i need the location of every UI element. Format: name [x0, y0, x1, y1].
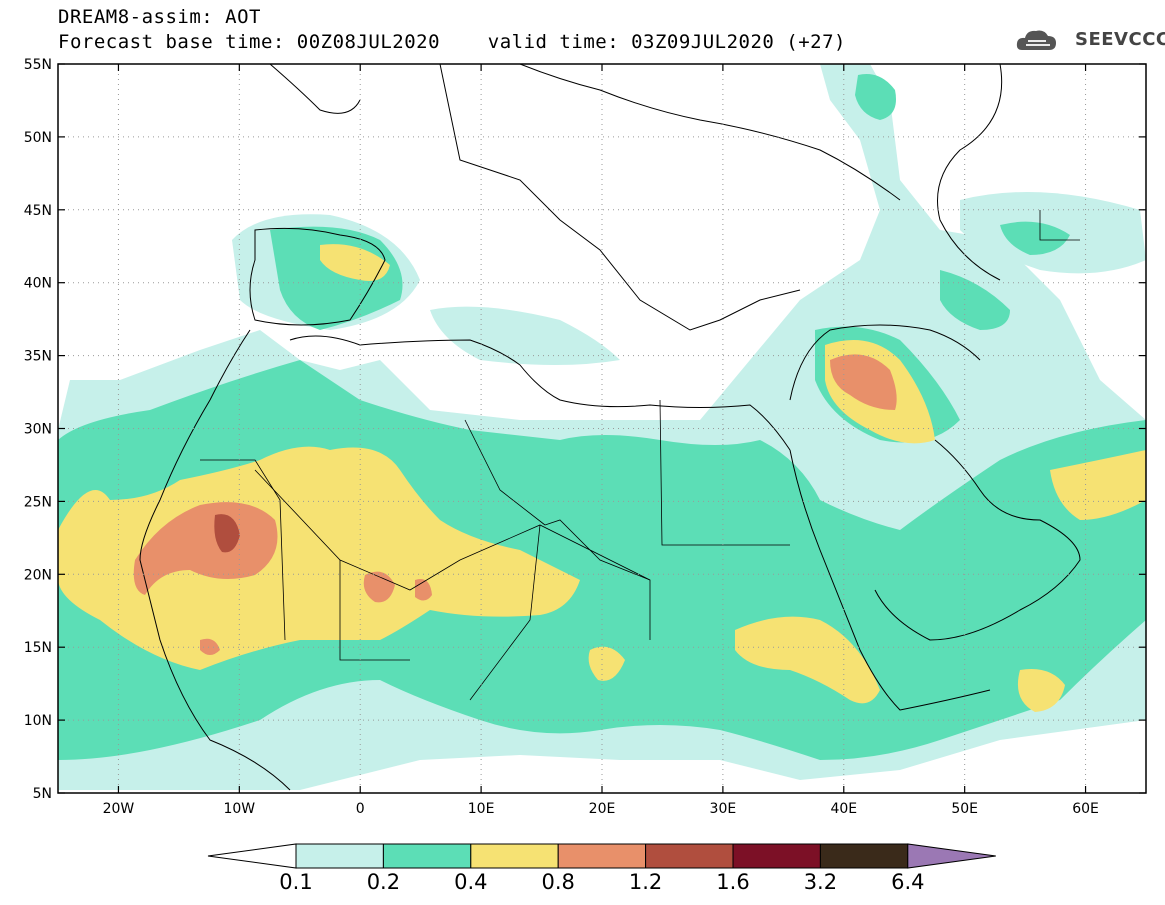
colorbar-swatch	[296, 844, 383, 868]
lat-tick-label: 40N	[24, 276, 52, 292]
colorbar-level-label: 6.4	[891, 870, 924, 894]
lat-tick-label: 30N	[24, 422, 52, 438]
aot-map: 20W 10W 0 10E 20E 30E 40E 50E 60E 5N 10N 15N 20N 25N 3…	[0, 0, 1165, 905]
lat-tick-label: 55N	[24, 57, 52, 73]
colorbar-level-label: 0.4	[454, 870, 487, 894]
colorbar-level-label: 0.8	[541, 870, 574, 894]
lon-tick-label: 0	[356, 801, 365, 817]
lat-tick-label: 25N	[24, 494, 52, 510]
colorbar-level-label: 0.2	[367, 870, 400, 894]
lat-tick-label: 20N	[24, 567, 52, 583]
colorbar-swatch	[820, 844, 907, 868]
lat-tick-label: 10N	[24, 713, 52, 729]
lat-tick-label: 5N	[33, 786, 52, 802]
lon-tick-label: 20W	[103, 801, 135, 817]
colorbar-swatch	[383, 844, 470, 868]
lat-tick-label: 15N	[24, 640, 52, 656]
colorbar-level-label: 1.6	[716, 870, 749, 894]
lon-tick-label: 20E	[589, 801, 616, 817]
lon-tick-label: 40E	[830, 801, 857, 817]
lon-tick-label: 10W	[223, 801, 255, 817]
lon-tick-label: 60E	[1072, 801, 1099, 817]
lat-tick-label: 50N	[24, 130, 52, 146]
lat-tick-label: 35N	[24, 349, 52, 365]
colorbar-under-arrow	[208, 844, 296, 868]
lon-tick-label: 10E	[468, 801, 495, 817]
aot-fields	[58, 64, 1146, 790]
colorbar-level-label: 0.1	[279, 870, 312, 894]
colorbar-swatch	[558, 844, 645, 868]
colorbar-over-arrow	[908, 844, 996, 868]
colorbar-swatch	[646, 844, 733, 868]
colorbar-level-label: 3.2	[804, 870, 837, 894]
lon-tick-label: 30E	[710, 801, 737, 817]
colorbar	[208, 844, 996, 868]
lon-tick-label: 50E	[951, 801, 978, 817]
colorbar-swatch	[471, 844, 558, 868]
colorbar-level-label: 1.2	[629, 870, 662, 894]
lat-tick-label: 45N	[24, 203, 52, 219]
colorbar-swatch	[733, 844, 820, 868]
